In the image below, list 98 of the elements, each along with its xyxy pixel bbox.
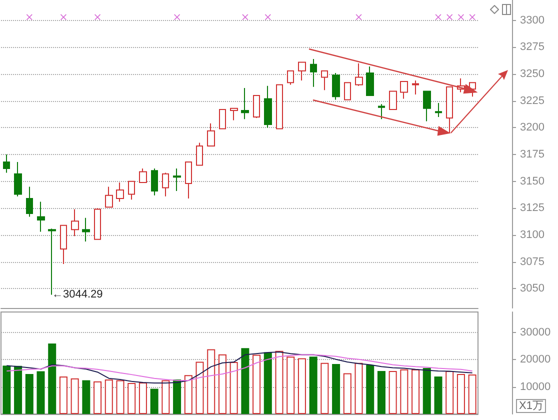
candlestick	[48, 228, 56, 296]
candlestick	[389, 90, 397, 110]
candlestick	[173, 168, 181, 192]
y-tick-label: 3200	[520, 122, 544, 134]
bar	[218, 354, 226, 414]
bar	[434, 376, 442, 414]
bar	[162, 380, 170, 414]
bar	[354, 362, 363, 414]
bar	[320, 362, 329, 414]
candlestick	[435, 102, 442, 118]
candlestick	[162, 172, 169, 197]
candlestick	[151, 168, 158, 196]
candlestick	[241, 88, 249, 120]
candlestick	[37, 201, 45, 232]
bar	[104, 379, 113, 414]
bar	[138, 382, 147, 414]
candlestick	[412, 80, 419, 95]
bar	[14, 366, 22, 414]
candlestick	[128, 180, 135, 200]
bar	[184, 375, 192, 414]
candlestick	[298, 62, 306, 81]
bar	[150, 388, 158, 414]
bar	[241, 348, 250, 414]
bar	[343, 373, 352, 414]
bar	[207, 349, 216, 414]
candlestick	[196, 142, 203, 166]
candlestick	[105, 186, 113, 208]
candlestick	[82, 217, 90, 242]
y-tick-label: 10000	[520, 380, 551, 393]
y-tick-label: 3125	[520, 202, 544, 214]
candlestick	[321, 70, 328, 91]
y-tick-label: 3225	[520, 94, 544, 107]
bar	[82, 380, 90, 414]
bar	[70, 378, 79, 414]
y-tick-label: 3275	[520, 41, 544, 54]
y-axis-title: X1万	[516, 399, 546, 413]
bar	[422, 368, 431, 414]
bar	[264, 352, 272, 414]
candlestick	[185, 162, 192, 200]
bar	[309, 356, 318, 414]
bar	[286, 356, 295, 414]
bar	[388, 371, 397, 414]
candlestick	[276, 84, 283, 130]
bar	[298, 358, 306, 414]
bar	[116, 380, 124, 414]
y-tick-label: 3075	[520, 256, 544, 268]
candlestick	[355, 62, 363, 86]
candlestick	[287, 70, 294, 86]
candlestick	[332, 72, 340, 100]
y-tick-label: 20000	[520, 354, 551, 366]
bar	[366, 365, 374, 414]
candlestick	[378, 104, 385, 120]
y-tick-label: 3150	[520, 175, 544, 188]
bar	[196, 362, 204, 414]
candlestick	[219, 108, 226, 130]
annotation: ←3044.29	[52, 288, 103, 300]
y-tick-label: 3300	[520, 14, 544, 26]
bar	[456, 374, 465, 414]
y-tick-label: 3050	[520, 282, 544, 295]
bar	[412, 369, 420, 414]
bar	[128, 382, 136, 414]
y-tick-label: 30000	[520, 326, 551, 338]
bar	[252, 354, 261, 414]
candlestick	[3, 154, 10, 174]
bar	[25, 374, 34, 414]
candlestick	[94, 208, 101, 240]
candlestick	[230, 108, 238, 121]
bar	[36, 371, 45, 414]
bar	[332, 364, 340, 414]
bar	[377, 371, 386, 414]
candlestick	[207, 122, 215, 146]
bar	[400, 369, 408, 414]
candlestick	[116, 182, 124, 202]
candlestick	[26, 186, 33, 218]
y-tick-label: 3100	[520, 229, 544, 242]
bar	[173, 379, 182, 414]
candlestick	[253, 95, 260, 119]
candlestick	[139, 168, 147, 183]
candlestick	[60, 224, 67, 264]
bar	[59, 376, 68, 414]
candlestick	[400, 81, 408, 100]
candlestick	[366, 66, 374, 96]
candlestick	[423, 90, 431, 122]
bar	[446, 371, 454, 414]
y-tick-label: 3250	[520, 68, 544, 80]
bar	[275, 350, 284, 414]
candlestick	[14, 162, 22, 197]
candlestick	[71, 208, 79, 237]
candlestick	[310, 58, 317, 88]
candlestick	[446, 86, 453, 134]
bar	[2, 366, 11, 414]
bar	[48, 344, 56, 414]
bar	[468, 374, 476, 414]
candlestick	[264, 85, 272, 128]
candlestick	[344, 82, 351, 100]
bar	[94, 381, 102, 414]
y-tick-label: 3175	[520, 148, 544, 161]
bar	[230, 362, 238, 414]
